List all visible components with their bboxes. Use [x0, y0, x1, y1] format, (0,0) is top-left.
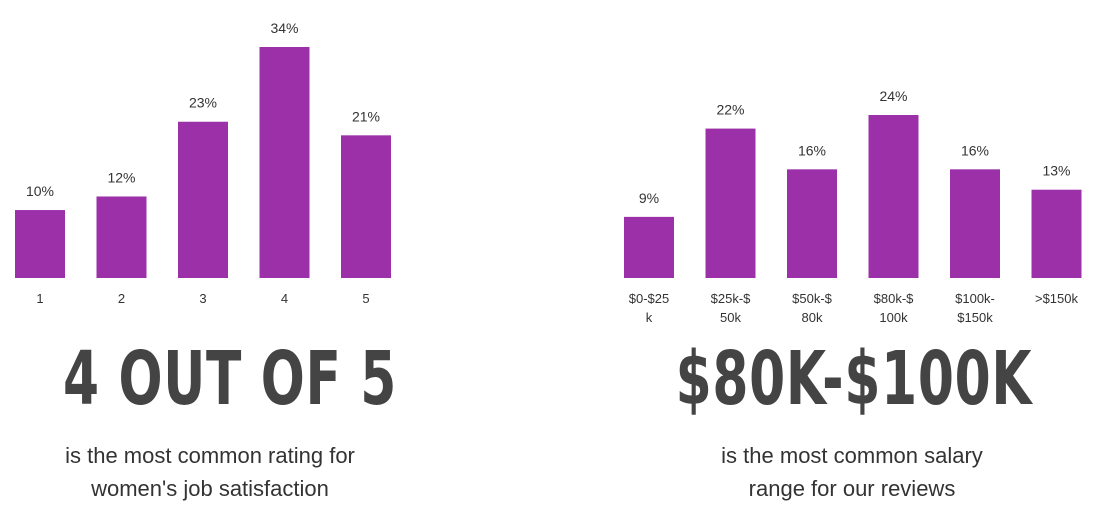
salary-caption-line-1: is the most common salary — [721, 443, 983, 468]
salary-tick-label-5-line-1: $100k- — [955, 291, 995, 306]
salary-bar-6 — [1031, 189, 1082, 278]
rating-tick-label-3: 3 — [199, 291, 206, 306]
salary-tick-label-6: >$150k — [1035, 291, 1079, 306]
rating-bar-5 — [341, 135, 391, 278]
rating-value-label-5: 21% — [352, 108, 380, 124]
rating-bar-2 — [96, 196, 147, 278]
salary-panel: 9% $0-$25 k 22% $25k-$ 50k 16% $50k-$ 80k 24% $80k… — [600, 0, 1104, 510]
rating-caption-line-1: is the most common rating for — [65, 443, 355, 468]
salary-tick-label-2-line-1: $25k-$ — [711, 291, 752, 306]
rating-bar-3 — [178, 121, 228, 278]
salary-bar-4 — [868, 115, 919, 278]
salary-tick-label-1-line-1: $0-$25 — [629, 291, 669, 306]
rating-bar-chart: 10% 1 12% 2 23% 3 34% 4 21% 5 — [15, 20, 391, 306]
rating-value-label-4: 34% — [270, 20, 298, 36]
rating-panel: 10% 1 12% 2 23% 3 34% 4 21% 5 4 OUT OF 5 is the m… — [0, 0, 420, 510]
salary-caption: is the most common salary range for our … — [600, 439, 1104, 505]
salary-tick-label-2-line-2: 50k — [720, 310, 741, 325]
salary-tick-label-5-line-2: $150k — [957, 310, 993, 325]
salary-value-label-6: 13% — [1042, 163, 1070, 179]
salary-tick-label-1-line-2: k — [646, 310, 653, 325]
rating-value-label-1: 10% — [26, 183, 54, 199]
rating-tick-label-1: 1 — [36, 291, 43, 306]
rating-headline: 4 OUT OF 5 — [63, 336, 398, 422]
salary-value-label-5: 16% — [961, 142, 989, 158]
salary-value-label-4: 24% — [879, 88, 907, 104]
rating-value-label-2: 12% — [107, 169, 135, 185]
salary-value-label-1: 9% — [639, 190, 659, 206]
salary-value-label-3: 16% — [798, 142, 826, 158]
rating-caption-line-2: women's job satisfaction — [91, 476, 329, 501]
salary-value-label-2: 22% — [716, 102, 744, 118]
rating-bar-1 — [15, 210, 65, 278]
rating-tick-label-4: 4 — [281, 291, 288, 306]
rating-bar-4 — [259, 47, 310, 278]
salary-tick-label-4-line-2: 100k — [879, 310, 908, 325]
salary-bar-chart: 9% $0-$25 k 22% $25k-$ 50k 16% $50k-$ 80k 24% $80k… — [624, 88, 1082, 325]
salary-bar-1 — [624, 216, 674, 278]
salary-bar-5 — [950, 169, 1000, 278]
salary-caption-line-2: range for our reviews — [748, 476, 956, 501]
rating-tick-label-5: 5 — [362, 291, 369, 306]
salary-tick-label-3-line-1: $50k-$ — [792, 291, 833, 306]
salary-bar-2 — [705, 128, 756, 278]
salary-tick-label-4-line-1: $80k-$ — [874, 291, 915, 306]
salary-bar-3 — [787, 169, 837, 278]
rating-tick-label-2: 2 — [118, 291, 125, 306]
rating-value-label-3: 23% — [189, 95, 217, 111]
salary-tick-label-3-line-2: 80k — [802, 310, 823, 325]
rating-caption: is the most common rating for women's jo… — [0, 439, 420, 505]
salary-headline: $80K-$100K — [675, 336, 1033, 422]
